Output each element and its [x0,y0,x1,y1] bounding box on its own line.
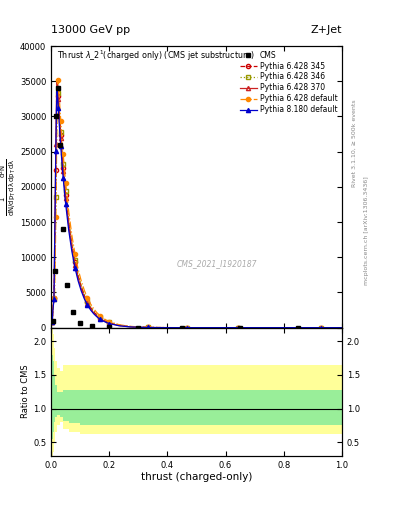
Pythia 6.428 370 [55,76,59,82]
CMS [65,283,70,289]
Text: CMS_2021_I1920187: CMS_2021_I1920187 [176,259,257,268]
Pythia 8.180 default [298,325,303,331]
Pythia 6.428 346 [57,110,62,116]
CMS [296,325,301,331]
Line: Pythia 6.428 default: Pythia 6.428 default [50,78,344,330]
Pythia 6.428 345 [298,325,303,331]
Pythia 6.428 346 [298,325,303,331]
Pythia 8.180 default [58,134,62,140]
Text: Z+Jet: Z+Jet [310,25,342,35]
CMS [52,268,57,274]
Pythia 6.428 346 [340,325,344,331]
Pythia 6.428 345 [194,325,199,331]
Pythia 6.428 346 [194,325,199,331]
Pythia 6.428 default [107,318,112,325]
Pythia 6.428 346 [107,319,112,326]
Pythia 8.180 default [107,321,112,327]
CMS [136,325,141,331]
Pythia 6.428 346 [58,119,62,125]
Pythia 6.428 345 [136,324,141,330]
Text: Thrust $\lambda\_2^1$(charged only) (CMS jet substructure): Thrust $\lambda\_2^1$(charged only) (CMS… [57,49,255,63]
Pythia 6.428 default [194,325,199,331]
Pythia 8.180 default [194,325,199,331]
Pythia 6.428 346 [175,325,180,331]
Pythia 8.180 default [57,125,62,131]
Pythia 6.428 345 [55,81,60,88]
Pythia 6.428 346 [55,81,60,87]
CMS [54,113,59,119]
Y-axis label: Ratio to CMS: Ratio to CMS [21,365,30,418]
Pythia 6.428 default [184,325,189,331]
CMS [57,141,62,147]
CMS [50,318,55,325]
X-axis label: thrust (charged-only): thrust (charged-only) [141,472,252,482]
Pythia 6.428 370 [298,325,303,331]
CMS [90,323,94,329]
Pythia 6.428 345 [58,123,62,129]
Pythia 6.428 345 [175,325,180,331]
Text: Rivet 3.1.10, ≥ 500k events: Rivet 3.1.10, ≥ 500k events [352,99,357,187]
Pythia 6.428 370 [58,126,62,132]
Pythia 6.428 370 [194,325,199,331]
Pythia 6.428 370 [340,325,344,331]
Line: Pythia 6.428 370: Pythia 6.428 370 [50,77,344,330]
Pythia 6.428 345 [107,319,112,326]
Text: 13000 GeV pp: 13000 GeV pp [51,25,130,35]
Legend: CMS, Pythia 6.428 345, Pythia 6.428 346, Pythia 6.428 370, Pythia 6.428 default,: CMS, Pythia 6.428 345, Pythia 6.428 346,… [237,48,340,117]
Pythia 6.428 default [298,325,303,331]
Pythia 6.428 370 [49,319,54,325]
CMS [107,324,112,330]
CMS [180,325,184,331]
Pythia 6.428 346 [136,324,141,330]
CMS [56,85,61,91]
Pythia 6.428 345 [57,113,62,119]
Pythia 6.428 default [49,319,54,325]
CMS [61,226,65,232]
Pythia 8.180 default [340,325,344,331]
Y-axis label: $\mathregular{\frac{1}{dN/dp_T\,d\lambda}\frac{d^2N}{dp_T\,d\lambda}}$: $\mathregular{\frac{1}{dN/dp_T\,d\lambda… [0,158,18,216]
CMS [238,325,242,331]
Pythia 8.180 default [49,319,54,325]
Line: Pythia 6.428 346: Pythia 6.428 346 [50,82,344,330]
Pythia 6.428 default [57,98,62,104]
Pythia 8.180 default [55,87,59,93]
CMS [71,309,75,315]
Line: Pythia 8.180 default: Pythia 8.180 default [50,88,344,330]
Text: mcplots.cern.ch [arXiv:1306.3436]: mcplots.cern.ch [arXiv:1306.3436] [364,176,369,285]
Pythia 8.180 default [175,325,180,331]
Pythia 8.180 default [136,324,141,330]
CMS [78,319,83,326]
Pythia 6.428 345 [340,325,344,331]
Pythia 6.428 345 [49,319,54,325]
Pythia 6.428 default [340,325,344,331]
Pythia 6.428 370 [57,116,62,122]
Pythia 6.428 346 [49,319,54,325]
Pythia 6.428 default [136,324,141,330]
Pythia 6.428 370 [136,324,141,330]
Pythia 6.428 default [58,108,62,114]
Pythia 6.428 default [56,77,61,83]
Line: Pythia 6.428 345: Pythia 6.428 345 [50,82,344,330]
Pythia 6.428 370 [107,320,112,326]
Line: CMS: CMS [50,86,301,330]
Pythia 6.428 370 [175,325,180,331]
